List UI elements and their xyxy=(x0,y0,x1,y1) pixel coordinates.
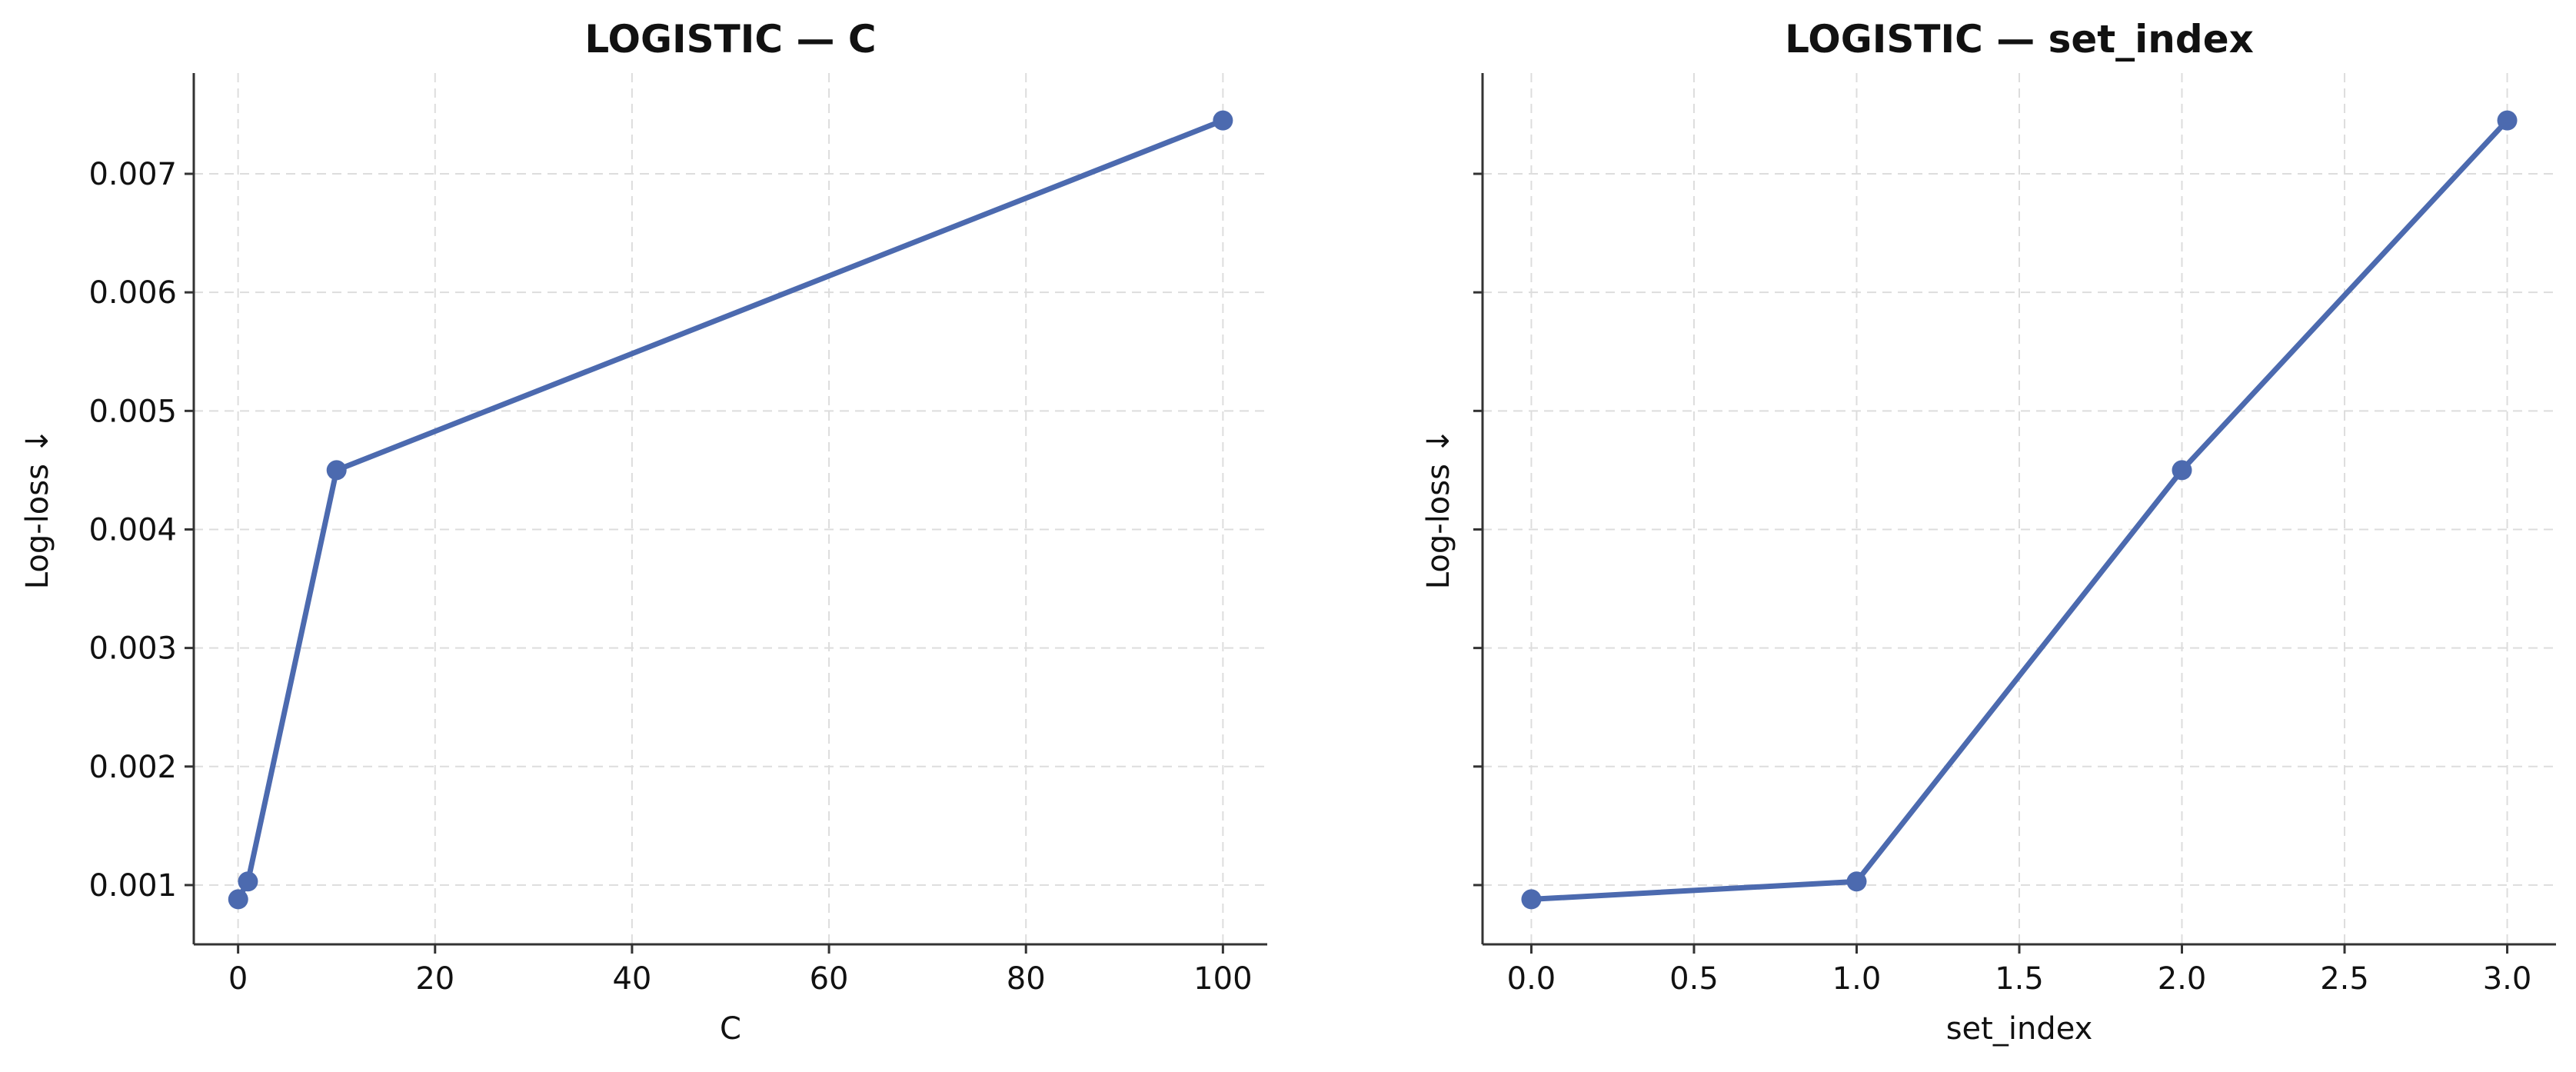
data-point xyxy=(228,889,248,910)
x-tick-label: 80 xyxy=(1007,961,1046,997)
data-point xyxy=(238,871,258,892)
x-axis-label: set_index xyxy=(1946,1011,2093,1047)
data-point xyxy=(1846,871,1867,892)
y-tick-label: 0.005 xyxy=(88,394,177,429)
x-tick-label: 0.5 xyxy=(1669,961,1719,997)
chart-title: LOGISTIC — C xyxy=(584,17,876,62)
data-point xyxy=(2172,460,2192,481)
x-tick-label: 0 xyxy=(228,961,248,997)
x-tick-label: 1.0 xyxy=(1832,961,1882,997)
x-tick-label: 3.0 xyxy=(2483,961,2532,997)
data-point xyxy=(326,460,347,481)
x-tick-label: 40 xyxy=(612,961,651,997)
y-tick-label: 0.003 xyxy=(88,631,177,667)
x-tick-label: 2.5 xyxy=(2320,961,2369,997)
y-axis-label: Log-loss ↓ xyxy=(1421,428,1456,589)
y-axis-label: Log-loss ↓ xyxy=(20,428,55,589)
chart-panel-1: 0 20 40 60 80 100 0.001 0.002 0.003 0.004 0.005 0.0… xyxy=(20,17,1267,1047)
y-tick-label: 0.004 xyxy=(88,512,177,548)
y-tick-label: 0.002 xyxy=(88,750,177,785)
x-tick-label: 0.0 xyxy=(1507,961,1556,997)
x-axis-label: C xyxy=(720,1011,741,1047)
series-line xyxy=(1528,118,2511,902)
x-tick-label: 60 xyxy=(810,961,849,997)
x-tick-label: 100 xyxy=(1193,961,1252,997)
y-tick-label: 0.001 xyxy=(88,868,177,904)
chart-panel-2: 0.0 0.5 1.0 1.5 2.0 2.5 3.0 LOGISTIC — set_inde… xyxy=(1421,17,2556,1047)
x-tick-label: 2.0 xyxy=(2158,961,2207,997)
y-tick-label: 0.006 xyxy=(88,275,177,311)
chart-title: LOGISTIC — set_index xyxy=(1785,17,2254,62)
series-line xyxy=(235,118,1226,902)
data-point xyxy=(2497,110,2518,131)
x-tick-label: 1.5 xyxy=(1995,961,2044,997)
x-tick-label: 20 xyxy=(415,961,454,997)
data-point xyxy=(1213,110,1233,131)
data-point xyxy=(1521,889,1542,910)
y-tick-label: 0.007 xyxy=(88,157,177,192)
